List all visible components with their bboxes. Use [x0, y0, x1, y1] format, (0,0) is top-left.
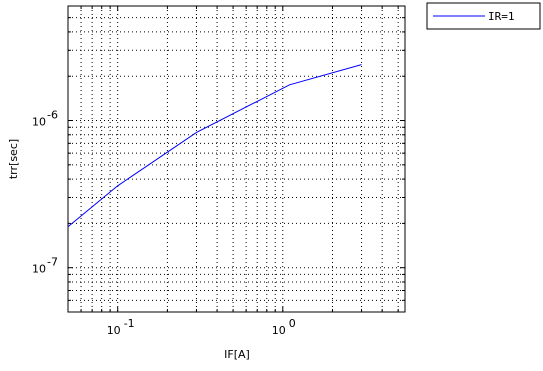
x-tick-label-exponent: 0	[289, 317, 296, 330]
x-tick-label: 10	[272, 324, 286, 337]
legend-series-label: IR=1	[488, 10, 515, 23]
y-tick-label-exponent: -7	[47, 256, 58, 269]
x-tick-label: 10	[107, 324, 121, 337]
series-group	[67, 64, 362, 228]
grid-lines	[68, 6, 405, 312]
y-tick-label: 10	[32, 263, 46, 276]
y-tick-label-exponent: -6	[47, 109, 58, 122]
x-tick-label-exponent: -1	[124, 317, 135, 330]
plot-frame	[67, 5, 406, 313]
x-axis-label: IF[A]	[224, 348, 250, 361]
series-line-ir-1	[67, 64, 362, 228]
legend: IR=1	[426, 2, 541, 30]
y-tick-label: 10	[32, 116, 46, 129]
y-axis-label: trr[sec]	[7, 139, 20, 179]
